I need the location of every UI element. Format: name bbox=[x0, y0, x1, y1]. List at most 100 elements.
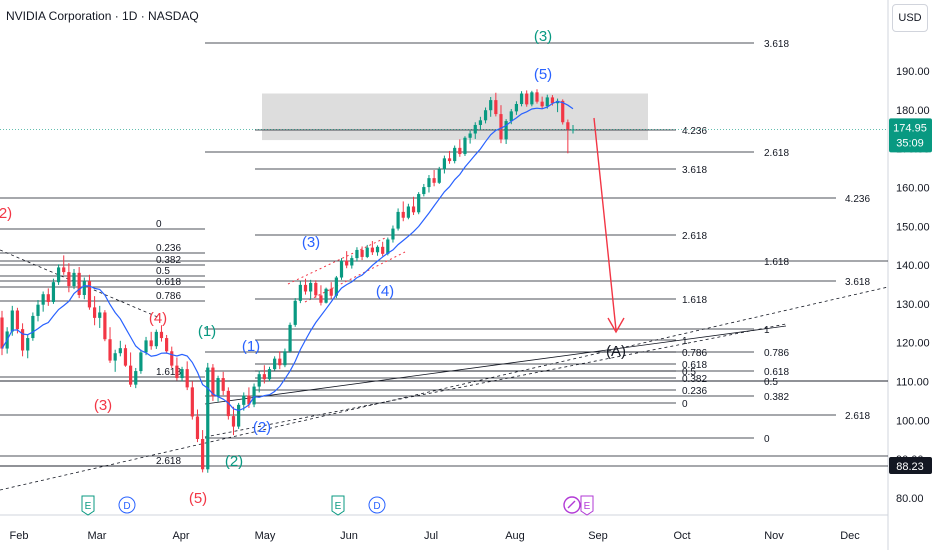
candle bbox=[463, 136, 467, 157]
time-tick-label: Apr bbox=[172, 530, 189, 542]
candle bbox=[175, 357, 179, 381]
candle-body bbox=[118, 348, 122, 354]
dividend-marker[interactable]: D bbox=[118, 496, 136, 514]
candle-body bbox=[473, 124, 477, 134]
candle bbox=[489, 97, 493, 117]
candle-body bbox=[309, 282, 313, 292]
earnings-letter: E bbox=[584, 501, 591, 512]
candle-body bbox=[494, 100, 498, 115]
candle bbox=[242, 392, 246, 411]
candle bbox=[118, 340, 122, 357]
earnings-marker[interactable]: E bbox=[331, 495, 345, 516]
dividend-letter: D bbox=[123, 501, 130, 512]
candle bbox=[129, 352, 133, 387]
candle-body bbox=[298, 284, 302, 301]
fib-label: 0 bbox=[764, 434, 770, 445]
candle bbox=[478, 116, 483, 130]
candle bbox=[391, 225, 395, 243]
candle bbox=[396, 208, 400, 231]
candle bbox=[267, 366, 272, 382]
candle-body bbox=[530, 92, 534, 105]
candle-body bbox=[499, 114, 503, 140]
fib-label: 0.5 bbox=[156, 266, 170, 277]
candle-body bbox=[139, 352, 143, 372]
candle-body bbox=[350, 258, 354, 266]
candle-body bbox=[550, 97, 555, 104]
candle bbox=[381, 241, 385, 257]
split-marker[interactable] bbox=[563, 496, 581, 514]
split-icon bbox=[563, 496, 581, 514]
candle-body bbox=[98, 312, 102, 318]
symbol-title[interactable]: NVIDIA Corporation · 1D · NASDAQ bbox=[6, 9, 199, 23]
fib-label: 4.236 bbox=[845, 194, 870, 205]
price-tick-label: 140.00 bbox=[896, 260, 930, 272]
wave-label: (3) bbox=[302, 234, 320, 251]
candle bbox=[566, 119, 570, 154]
dividend-icon bbox=[368, 496, 386, 514]
candle-body bbox=[504, 121, 508, 140]
price-badge-bg bbox=[889, 118, 932, 153]
candle-body bbox=[221, 378, 225, 391]
candle bbox=[149, 331, 153, 350]
price-tick-label: 190.00 bbox=[896, 66, 930, 78]
candle bbox=[422, 183, 426, 197]
candle bbox=[417, 192, 421, 215]
candle-body bbox=[134, 371, 138, 385]
candle-body bbox=[41, 294, 45, 305]
dividend-marker[interactable]: D bbox=[368, 496, 386, 514]
wave-label: (1) bbox=[242, 338, 260, 355]
candle bbox=[211, 364, 215, 401]
candle-body bbox=[82, 281, 86, 295]
candle bbox=[288, 322, 292, 353]
candle bbox=[519, 91, 524, 107]
candle-body bbox=[231, 416, 236, 427]
candle bbox=[375, 245, 380, 256]
candle bbox=[401, 201, 405, 222]
currency-button[interactable]: USD bbox=[892, 4, 928, 32]
candle bbox=[411, 196, 416, 216]
candle-body bbox=[458, 147, 462, 155]
time-axis[interactable]: Feb Mar Apr May Jun Jul Aug Sep Oct Nov Dec bbox=[10, 530, 861, 542]
candle bbox=[339, 258, 344, 280]
candle bbox=[437, 166, 441, 184]
earnings-marker[interactable]: E bbox=[580, 495, 594, 516]
price-axis[interactable]: 80.0090.00100.00110.00120.00130.00140.00… bbox=[0, 66, 932, 505]
candle bbox=[447, 150, 452, 164]
candle-body bbox=[509, 111, 513, 122]
candle-body bbox=[180, 369, 184, 379]
dividend-icon bbox=[118, 496, 136, 514]
candle bbox=[345, 251, 349, 269]
candle bbox=[473, 122, 477, 139]
candle-body bbox=[123, 348, 128, 366]
candle-body bbox=[201, 438, 205, 470]
dividend-letter: D bbox=[373, 501, 380, 512]
candle bbox=[82, 277, 86, 300]
fib-label: 0.786 bbox=[682, 348, 707, 359]
candle-body bbox=[56, 267, 61, 283]
candle bbox=[494, 92, 498, 117]
candle-body bbox=[561, 100, 565, 123]
fibonacci-levels: 3.618 4.236 2.618 3.618 4.236 2.618 1.618 3.618… bbox=[0, 39, 888, 467]
candle bbox=[113, 349, 117, 372]
candle bbox=[31, 312, 35, 341]
time-tick-label: May bbox=[255, 530, 276, 542]
candle-body bbox=[478, 120, 483, 125]
price-tick-label: 160.00 bbox=[896, 182, 930, 194]
earnings-marker[interactable]: E bbox=[81, 495, 95, 516]
time-tick-label: Oct bbox=[673, 530, 690, 542]
candle bbox=[535, 89, 539, 104]
candle-body bbox=[62, 267, 66, 273]
candle bbox=[195, 409, 200, 443]
fib-label: 1.618 bbox=[682, 295, 707, 306]
candle bbox=[87, 274, 92, 310]
candle-body bbox=[422, 187, 426, 195]
candle bbox=[15, 307, 20, 334]
candle-body bbox=[175, 365, 179, 379]
wave-label: (5) bbox=[189, 490, 207, 507]
candle bbox=[159, 325, 164, 342]
candle-body bbox=[247, 395, 251, 405]
candle bbox=[432, 169, 436, 187]
fib-label: 2.618 bbox=[682, 231, 707, 242]
